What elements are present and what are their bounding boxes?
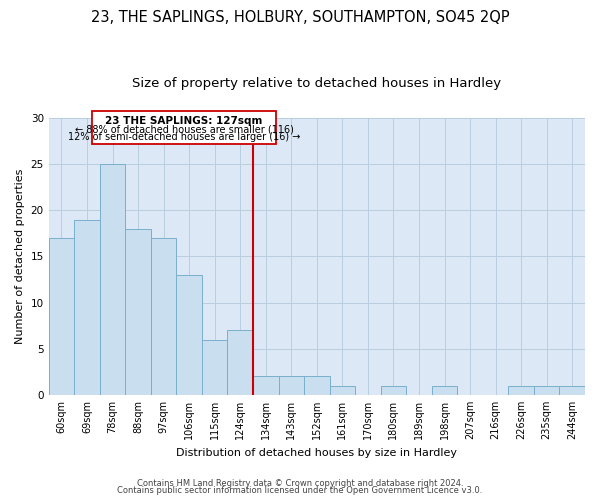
Bar	[176, 275, 202, 395]
Bar	[278, 376, 304, 395]
Bar	[329, 386, 355, 395]
Bar	[534, 386, 559, 395]
FancyBboxPatch shape	[92, 110, 276, 144]
Text: 23 THE SAPLINGS: 127sqm: 23 THE SAPLINGS: 127sqm	[106, 116, 263, 126]
Text: Contains public sector information licensed under the Open Government Licence v3: Contains public sector information licen…	[118, 486, 482, 495]
Title: Size of property relative to detached houses in Hardley: Size of property relative to detached ho…	[132, 78, 502, 90]
Bar	[74, 220, 100, 395]
Bar	[304, 376, 329, 395]
Text: ← 88% of detached houses are smaller (116): ← 88% of detached houses are smaller (11…	[74, 124, 293, 134]
Bar	[49, 238, 74, 395]
Bar	[125, 229, 151, 395]
Bar	[380, 386, 406, 395]
Bar	[508, 386, 534, 395]
Bar	[559, 386, 585, 395]
X-axis label: Distribution of detached houses by size in Hardley: Distribution of detached houses by size …	[176, 448, 457, 458]
Bar	[100, 164, 125, 395]
Bar	[151, 238, 176, 395]
Text: Contains HM Land Registry data © Crown copyright and database right 2024.: Contains HM Land Registry data © Crown c…	[137, 478, 463, 488]
Bar	[432, 386, 457, 395]
Bar	[227, 330, 253, 395]
Bar	[253, 376, 278, 395]
Text: 12% of semi-detached houses are larger (16) →: 12% of semi-detached houses are larger (…	[68, 132, 300, 142]
Bar	[202, 340, 227, 395]
Text: 23, THE SAPLINGS, HOLBURY, SOUTHAMPTON, SO45 2QP: 23, THE SAPLINGS, HOLBURY, SOUTHAMPTON, …	[91, 10, 509, 25]
Y-axis label: Number of detached properties: Number of detached properties	[15, 169, 25, 344]
